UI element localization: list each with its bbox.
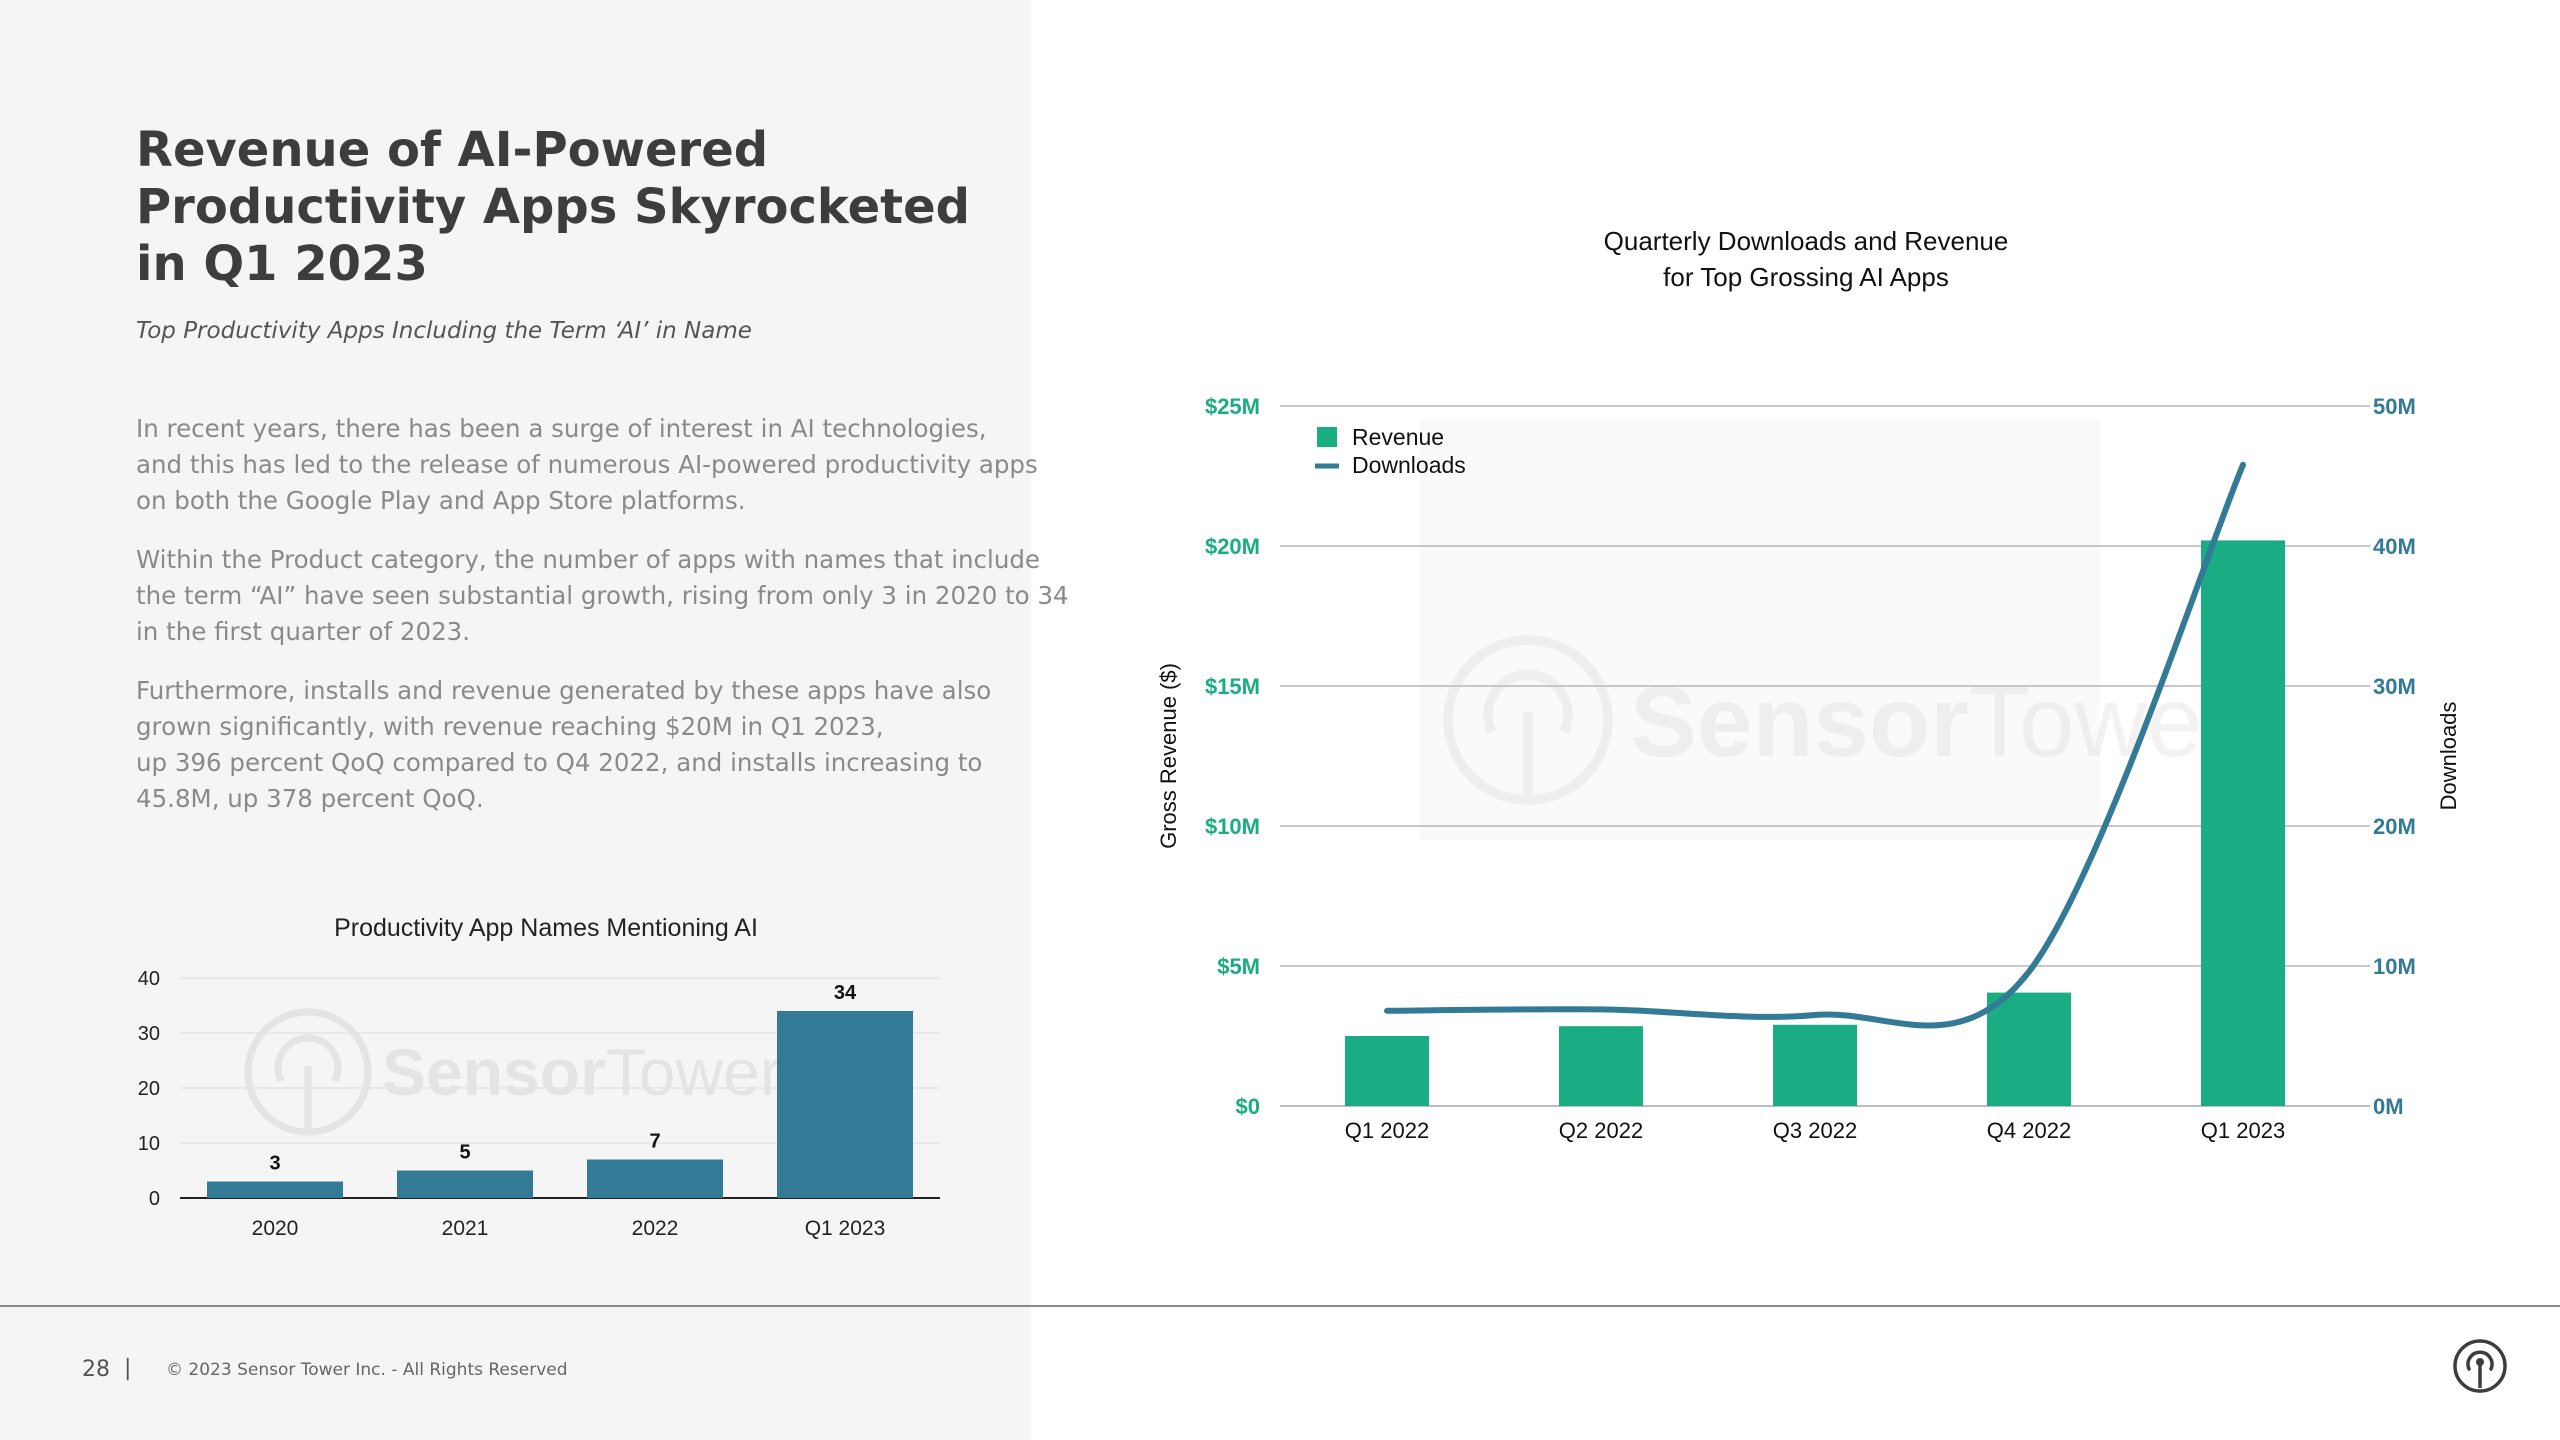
- legend-revenue-label: Revenue: [1352, 424, 1444, 450]
- y-right-tick-label: 30M: [2373, 674, 2416, 699]
- watermark-text-bold: Sensor: [382, 1035, 606, 1109]
- title-line: Productivity Apps Skyrocketed: [136, 179, 970, 235]
- x-tick-label: Q3 2022: [1773, 1118, 1857, 1143]
- y-tick-label: 30: [138, 1023, 160, 1045]
- y-right-tick-label: 50M: [2373, 394, 2416, 419]
- watermark-logo-icon: [1443, 635, 1613, 805]
- x-tick-label: 2020: [252, 1217, 299, 1240]
- app-count-bar-chart: Productivity App Names Mentioning AI Sens…: [138, 914, 940, 1240]
- y-right-tick-label: 10M: [2373, 954, 2416, 979]
- chart-title: Productivity App Names Mentioning AI: [334, 914, 758, 942]
- y-tick-label: 10: [138, 1133, 160, 1155]
- y-tick-label: 0: [149, 1188, 160, 1210]
- revenue-bar: [1773, 1024, 1857, 1106]
- bar: [397, 1170, 533, 1198]
- x-tick-label: Q1 2023: [805, 1217, 886, 1240]
- copyright-notice: © 2023 Sensor Tower Inc. - All Rights Re…: [166, 1360, 568, 1380]
- body-paragraph: Furthermore, installs and revenue genera…: [136, 673, 992, 817]
- body-paragraph: Within the Product category, the number …: [136, 542, 1069, 650]
- paragraph-line: up 396 percent QoQ compared to Q4 2022, …: [136, 748, 983, 777]
- paragraph-line: grown significantly, with revenue reachi…: [136, 712, 884, 741]
- x-tick-label: Q1 2022: [1345, 1118, 1429, 1143]
- y-right-axis-label: Downloads: [2436, 702, 2461, 811]
- paragraph-line: Within the Product category, the number …: [136, 545, 1040, 574]
- bar: [777, 1011, 913, 1198]
- watermark-text-bold: Sensor: [1630, 666, 1969, 778]
- plot-highlight: [1420, 420, 2100, 840]
- watermark: SensorTower: [244, 1008, 782, 1136]
- legend-revenue-swatch: [1317, 427, 1337, 447]
- x-tick-label: 2022: [632, 1217, 679, 1240]
- paragraph-line: on both the Google Play and App Store pl…: [136, 486, 746, 515]
- revenue-bar: [1345, 1036, 1429, 1106]
- x-tick-label: Q4 2022: [1987, 1118, 2071, 1143]
- downloads-revenue-combo-chart: Quarterly Downloads and Revenue for Top G…: [1156, 226, 2461, 1143]
- watermark-text: SensorTower: [1630, 666, 2236, 778]
- data-label: 7: [649, 1131, 660, 1153]
- page-number: 28: [82, 1357, 110, 1382]
- y-left-tick-label: $25M: [1205, 394, 1260, 419]
- y-left-tick-label: $0: [1236, 1094, 1260, 1119]
- x-tick-label: Q1 2023: [2201, 1118, 2285, 1143]
- data-label: 3: [269, 1153, 280, 1175]
- y-tick-label: 40: [138, 968, 160, 990]
- left-panel: [0, 0, 1031, 1440]
- paragraph-line: Furthermore, installs and revenue genera…: [136, 676, 992, 705]
- page-subtitle: Top Productivity Apps Including the Term…: [136, 318, 752, 344]
- bar: [587, 1159, 723, 1198]
- watermark-text: SensorTower: [382, 1035, 782, 1109]
- bar: [207, 1181, 343, 1198]
- paragraph-line: and this has led to the release of numer…: [136, 450, 1038, 479]
- watermark-logo-arc: [1483, 669, 1573, 735]
- revenue-bar: [2201, 540, 2285, 1106]
- y-left-tick-label: $15M: [1205, 674, 1260, 699]
- watermark-logo-arc: [274, 1034, 342, 1083]
- y-right-tick-label: 20M: [2373, 814, 2416, 839]
- paragraph-line: the term “AI” have seen substantial grow…: [136, 581, 1069, 610]
- y-right-tick-label: 0M: [2373, 1094, 2404, 1119]
- chart-title: for Top Grossing AI Apps: [1663, 262, 1949, 292]
- data-label: 5: [459, 1142, 470, 1164]
- sensor-tower-logo-icon: [2453, 1339, 2507, 1393]
- chart-title: Quarterly Downloads and Revenue: [1604, 226, 2009, 256]
- body-paragraph: In recent years, there has been a surge …: [136, 411, 1038, 519]
- revenue-bar: [1559, 1026, 1643, 1106]
- paragraph-line: 45.8M, up 378 percent QoQ.: [136, 784, 484, 813]
- y-left-tick-label: $10M: [1205, 814, 1260, 839]
- watermark: SensorTower: [1443, 635, 2236, 805]
- footer-divider: [0, 1305, 2560, 1307]
- title-line: Revenue of AI-Powered: [136, 122, 769, 178]
- x-tick-label: 2021: [442, 1217, 489, 1240]
- legend-downloads-label: Downloads: [1352, 452, 1466, 478]
- y-tick-label: 20: [138, 1078, 160, 1100]
- x-tick-label: Q2 2022: [1559, 1118, 1643, 1143]
- y-right-tick-label: 40M: [2373, 534, 2416, 559]
- watermark-text-light: Tower: [606, 1035, 782, 1109]
- revenue-bar: [1987, 992, 2071, 1106]
- paragraph-line: in the first quarter of 2023.: [136, 617, 471, 646]
- watermark-logo-icon: [244, 1008, 372, 1136]
- footer-separator: |: [124, 1356, 132, 1381]
- y-left-tick-label: $5M: [1217, 954, 1260, 979]
- downloads-line: [1384, 461, 2246, 1029]
- watermark-text-light: Tower: [1969, 666, 2236, 778]
- data-label: 34: [834, 982, 857, 1004]
- page-title: Revenue of AI-Powered Productivity Apps …: [136, 122, 996, 293]
- y-left-tick-label: $20M: [1205, 534, 1260, 559]
- y-left-axis-label: Gross Revenue ($): [1156, 663, 1181, 849]
- paragraph-line: In recent years, there has been a surge …: [136, 414, 987, 443]
- title-line: in Q1 2023: [136, 236, 428, 292]
